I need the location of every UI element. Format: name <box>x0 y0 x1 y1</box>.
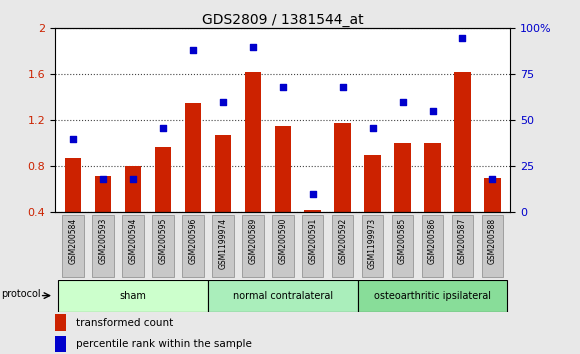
Text: GSM1199974: GSM1199974 <box>218 218 227 269</box>
Text: GSM200591: GSM200591 <box>308 218 317 264</box>
Bar <box>274 126 291 212</box>
Text: GSM200592: GSM200592 <box>338 218 347 264</box>
Point <box>68 136 78 142</box>
Text: transformed count: transformed count <box>75 318 173 327</box>
FancyBboxPatch shape <box>272 215 293 277</box>
Text: GSM200587: GSM200587 <box>458 218 467 264</box>
Bar <box>184 103 201 212</box>
FancyBboxPatch shape <box>358 280 508 312</box>
Point <box>158 125 168 131</box>
Point <box>458 35 467 40</box>
Text: GSM200593: GSM200593 <box>99 218 107 264</box>
Bar <box>95 176 111 212</box>
Text: GSM200584: GSM200584 <box>68 218 78 264</box>
FancyBboxPatch shape <box>422 215 443 277</box>
Text: protocol: protocol <box>1 289 41 299</box>
Bar <box>215 135 231 212</box>
Text: GSM200586: GSM200586 <box>428 218 437 264</box>
Text: normal contralateral: normal contralateral <box>233 291 333 301</box>
Text: percentile rank within the sample: percentile rank within the sample <box>75 339 252 349</box>
FancyBboxPatch shape <box>62 215 84 277</box>
FancyBboxPatch shape <box>362 215 383 277</box>
Bar <box>484 178 501 212</box>
FancyBboxPatch shape <box>182 215 204 277</box>
Point <box>248 44 258 50</box>
FancyBboxPatch shape <box>122 215 144 277</box>
Text: GSM200589: GSM200589 <box>248 218 258 264</box>
FancyBboxPatch shape <box>452 215 473 277</box>
FancyBboxPatch shape <box>302 215 324 277</box>
Point <box>368 125 377 131</box>
Point <box>99 176 108 182</box>
FancyBboxPatch shape <box>208 280 358 312</box>
Point <box>398 99 407 105</box>
FancyBboxPatch shape <box>152 215 174 277</box>
Text: osteoarthritic ipsilateral: osteoarthritic ipsilateral <box>374 291 491 301</box>
Text: sham: sham <box>119 291 146 301</box>
Bar <box>155 147 171 212</box>
Bar <box>454 72 471 212</box>
FancyBboxPatch shape <box>242 215 263 277</box>
FancyBboxPatch shape <box>481 215 503 277</box>
FancyBboxPatch shape <box>392 215 414 277</box>
Text: GSM1199973: GSM1199973 <box>368 218 377 269</box>
Bar <box>65 158 81 212</box>
Bar <box>304 210 321 212</box>
Point <box>278 84 287 90</box>
Point <box>488 176 497 182</box>
Point <box>308 191 317 197</box>
Bar <box>125 166 141 212</box>
Bar <box>55 336 67 352</box>
Point <box>188 47 198 53</box>
Point <box>428 108 437 114</box>
Bar <box>55 314 67 331</box>
FancyBboxPatch shape <box>58 280 208 312</box>
Point <box>128 176 137 182</box>
Point <box>218 99 227 105</box>
Bar <box>335 123 351 212</box>
Text: GSM200585: GSM200585 <box>398 218 407 264</box>
Bar <box>245 72 261 212</box>
Text: GSM200595: GSM200595 <box>158 218 168 264</box>
Text: GSM200588: GSM200588 <box>488 218 497 264</box>
FancyBboxPatch shape <box>212 215 234 277</box>
Bar <box>394 143 411 212</box>
Point <box>338 84 347 90</box>
Bar <box>425 143 441 212</box>
Title: GDS2809 / 1381544_at: GDS2809 / 1381544_at <box>202 13 364 27</box>
Text: GSM200596: GSM200596 <box>188 218 197 264</box>
Bar <box>364 155 381 212</box>
FancyBboxPatch shape <box>92 215 114 277</box>
FancyBboxPatch shape <box>332 215 353 277</box>
Text: GSM200590: GSM200590 <box>278 218 287 264</box>
Text: GSM200594: GSM200594 <box>129 218 137 264</box>
